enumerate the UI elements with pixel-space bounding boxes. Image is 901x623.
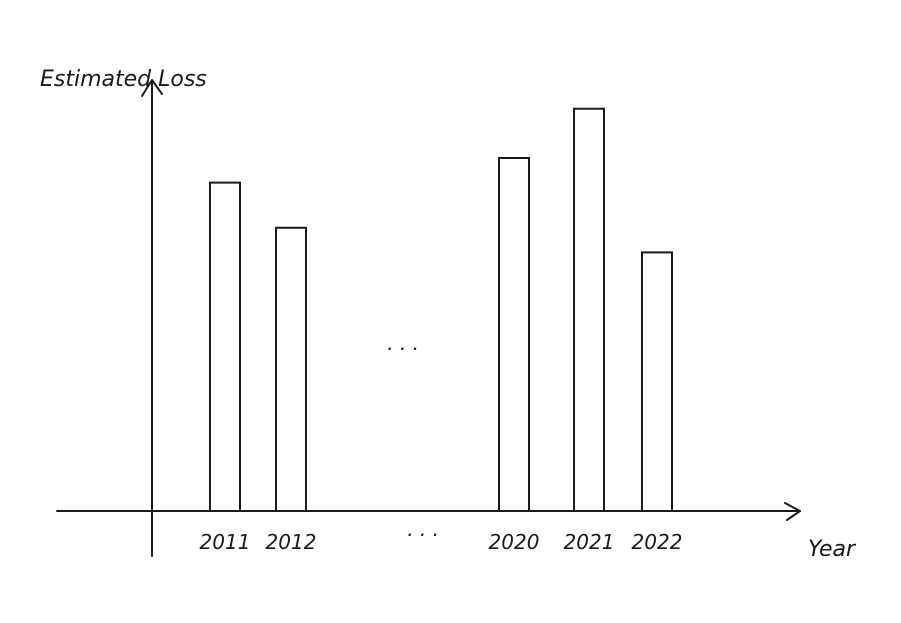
bar-2021 <box>573 107 605 512</box>
tick-labels-group: 2011 2012 2020 2021 2022 <box>200 530 683 554</box>
y-axis-arrow <box>141 79 163 97</box>
bar-2011 <box>209 181 241 512</box>
bars-group <box>209 107 673 512</box>
x-tick-label-2022: 2022 <box>632 530 683 554</box>
y-axis-title: Estimated Loss <box>40 67 207 92</box>
bar-2020 <box>498 156 530 512</box>
x-tick-label-2020: 2020 <box>489 530 540 554</box>
gap-marker-axis: · · · <box>406 523 438 547</box>
x-tick-label-2011: 2011 <box>200 530 251 554</box>
x-axis-title: Year <box>808 537 857 562</box>
bar-2012 <box>275 226 307 512</box>
x-axis-arrow <box>784 502 801 521</box>
x-tick-label-2021: 2021 <box>564 530 615 554</box>
x-tick-label-2012: 2012 <box>266 530 317 554</box>
bar-2022 <box>641 251 673 512</box>
gap-marker-middle: · · · <box>386 337 418 361</box>
